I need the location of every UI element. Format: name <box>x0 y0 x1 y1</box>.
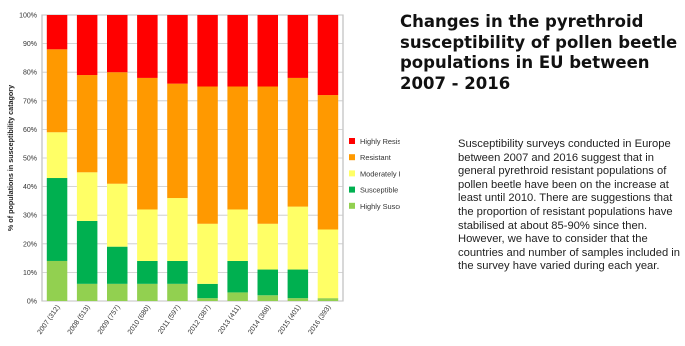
y-tick-label: 90% <box>23 41 37 48</box>
bar-segment-highly-resistant <box>46 15 68 50</box>
bar-segment-susceptible <box>197 283 218 299</box>
bar-segment-highly-susceptible <box>317 298 339 301</box>
y-tick-label: 10% <box>23 270 37 277</box>
bar-segment-highly-susceptible <box>167 283 188 301</box>
bar-segment-highly-susceptible <box>76 283 98 301</box>
legend-swatch <box>349 170 355 177</box>
legend-swatch <box>349 154 355 161</box>
description-paragraph: Susceptibility surveys conducted in Euro… <box>458 138 681 273</box>
bar-segment-highly-resistant <box>287 15 309 78</box>
x-tick-label: 2015 (401) <box>277 304 302 336</box>
bar-segment-moderately-resistant <box>257 223 278 270</box>
bar-segment-highly-susceptible <box>46 260 68 301</box>
bar-segment-highly-resistant <box>137 15 158 78</box>
bar-segment-susceptible <box>167 260 188 284</box>
legend-swatch <box>349 186 355 193</box>
bar-segment-susceptible <box>46 178 68 261</box>
bar-segment-resistant <box>287 77 309 207</box>
bar-segment-moderately-resistant <box>137 209 158 261</box>
bar-segment-resistant <box>167 83 188 199</box>
bar-segment-moderately-resistant <box>317 229 339 299</box>
page-title: Changes in the pyrethroid susceptibility… <box>400 12 678 93</box>
bar-segment-resistant <box>46 49 68 133</box>
bar-segment-susceptible <box>227 260 248 293</box>
bar-segment-susceptible <box>137 260 158 284</box>
bar-segment-resistant <box>257 86 278 224</box>
bar-segment-highly-susceptible <box>137 283 158 301</box>
x-tick-label: 2014 (368) <box>247 304 272 336</box>
legend-swatch <box>349 202 355 209</box>
y-tick-label: 50% <box>23 156 37 163</box>
bar-segment-moderately-resistant <box>197 223 218 284</box>
bar-segment-highly-resistant <box>197 15 218 87</box>
bar-segment-highly-resistant <box>76 15 98 76</box>
bar-segment-highly-resistant <box>317 15 339 96</box>
bar-segment-highly-resistant <box>167 15 188 84</box>
y-tick-label: 80% <box>23 70 37 77</box>
bar-segment-moderately-resistant <box>107 183 128 247</box>
bar-segment-resistant <box>227 86 248 210</box>
bar-segment-highly-resistant <box>257 15 278 87</box>
legend-label: Highly Susceptible <box>360 202 400 211</box>
x-tick-label: 2010 (680) <box>127 304 152 336</box>
x-tick-label: 2007 (312) <box>37 304 62 336</box>
x-tick-label: 2013 (411) <box>217 304 242 335</box>
x-tick-label: 2011 (597) <box>157 304 182 335</box>
y-tick-label: 20% <box>23 241 37 248</box>
bar-segment-highly-susceptible <box>287 298 309 301</box>
legend-label: Moderately Resistant <box>360 169 400 178</box>
bar-segment-highly-susceptible <box>197 298 218 301</box>
bar-segment-highly-resistant <box>107 15 128 73</box>
y-tick-label: 30% <box>23 213 37 220</box>
legend-label: Resistant <box>360 153 391 162</box>
legend-label: Highly Resistant <box>360 137 400 146</box>
x-tick-label: 2012 (387) <box>187 304 212 336</box>
bar-segment-moderately-resistant <box>227 209 248 261</box>
bar-segment-resistant <box>76 75 98 173</box>
bar-segment-moderately-resistant <box>287 206 309 270</box>
y-tick-label: 100% <box>19 13 37 20</box>
bar-segment-moderately-resistant <box>46 132 68 179</box>
bar-segment-highly-susceptible <box>257 295 278 301</box>
y-tick-label: 60% <box>23 127 37 134</box>
bar-segment-resistant <box>197 86 218 224</box>
stacked-bar-chart: 0% 10% 20% 30% 40% 50% 60% 70% 80% 90% 100% % of po… <box>6 13 400 336</box>
bar-segment-resistant <box>137 77 158 210</box>
legend-label: Susceptible <box>360 186 398 195</box>
y-tick-label: 0% <box>27 299 37 306</box>
bar-segment-moderately-resistant <box>76 172 98 221</box>
bar-segment-susceptible <box>287 269 309 299</box>
bar-segment-resistant <box>107 72 128 184</box>
bar-segment-moderately-resistant <box>167 198 188 261</box>
bar-segment-susceptible <box>257 269 278 296</box>
bar-segment-highly-susceptible <box>227 292 248 301</box>
y-tick-label: 70% <box>23 98 37 105</box>
x-tick-label: 2008 (513) <box>67 304 92 336</box>
bar-segment-resistant <box>317 95 339 230</box>
bar-segment-highly-susceptible <box>107 283 128 301</box>
x-tick-label: 2009 (757) <box>97 304 122 336</box>
bar-segment-highly-resistant <box>227 15 248 87</box>
bar-segment-susceptible <box>107 246 128 284</box>
y-axis-label: % of populations in susceptibility catag… <box>6 85 15 231</box>
legend-swatch <box>349 138 355 144</box>
x-tick-label: 2016 (393) <box>307 304 332 336</box>
bar-segment-susceptible <box>76 220 98 284</box>
y-tick-label: 40% <box>23 184 37 191</box>
